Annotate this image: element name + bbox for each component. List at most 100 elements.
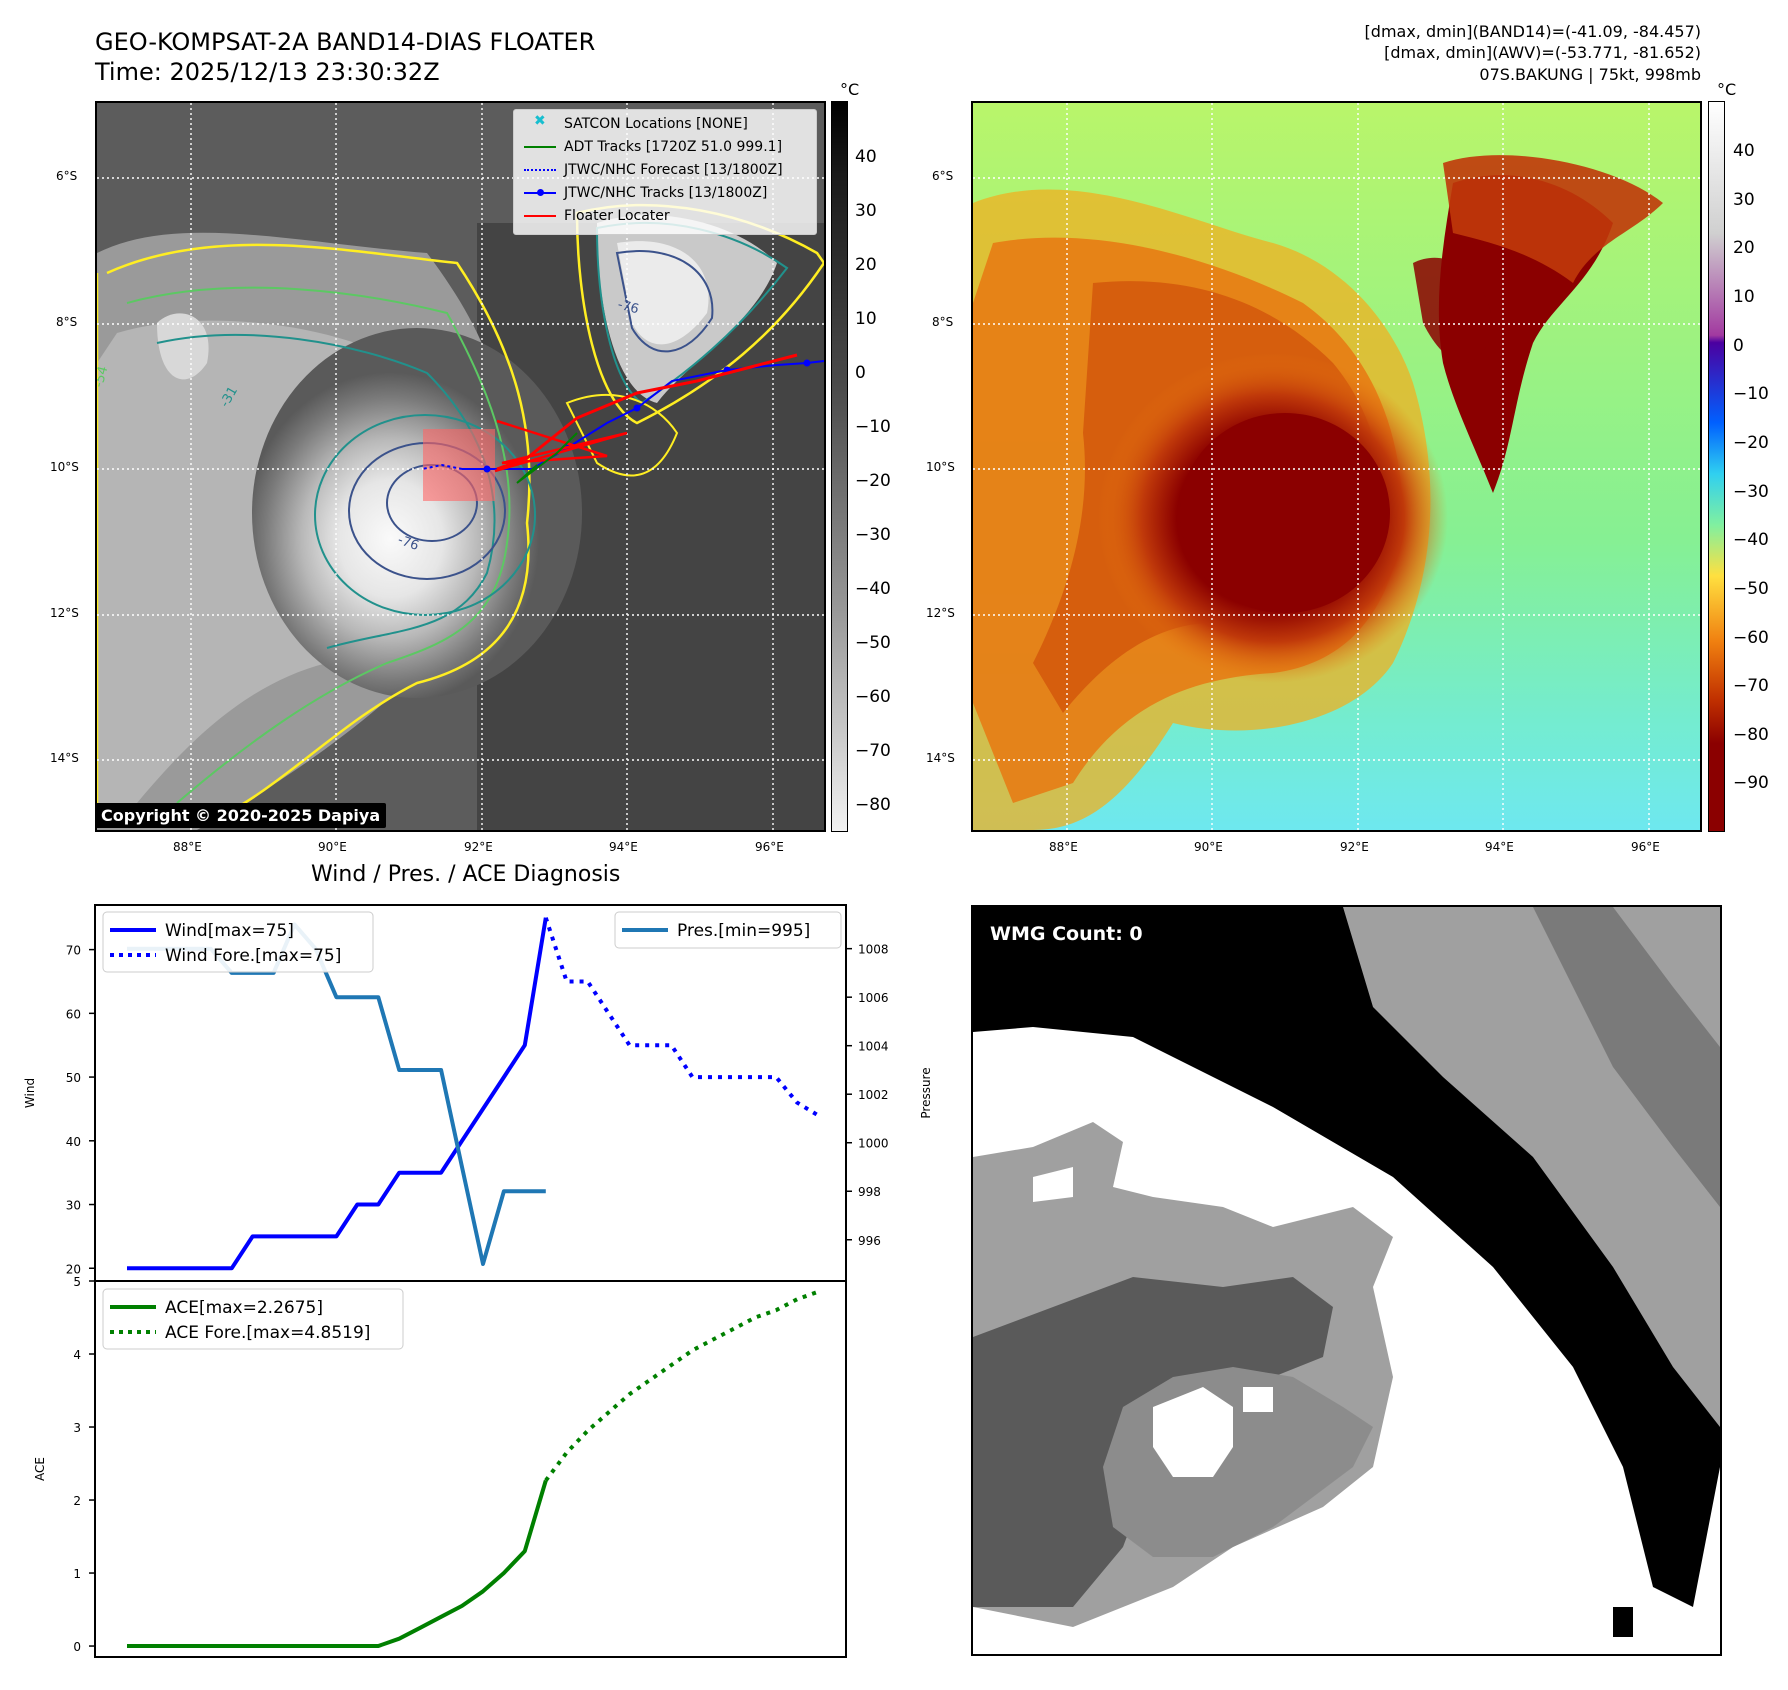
color-colorbar <box>1708 101 1725 832</box>
tick-label: 60 <box>66 1007 81 1021</box>
contour-label: -76 <box>616 297 640 317</box>
tick-label: 1002 <box>858 1088 889 1102</box>
colorbar-tick: 30 <box>855 201 877 221</box>
awv-range: [dmax, dmin](AWV)=(-53.771, -81.652) <box>1384 43 1701 62</box>
lat-label: 6°S <box>56 169 78 183</box>
tick-label: 4 <box>73 1348 81 1362</box>
lat-label: 14°S <box>926 751 955 765</box>
colorbar-tick: 20 <box>1733 238 1755 258</box>
colorbar-tick: 0 <box>855 363 866 383</box>
lon-label: 94°E <box>1485 840 1514 854</box>
lon-label: 96°E <box>755 840 784 854</box>
tick-label: 998 <box>858 1185 881 1199</box>
tick-label: 3 <box>73 1421 81 1435</box>
ace-legend: ACE[max=2.2675] ACE Fore.[max=4.8519] <box>102 1288 404 1350</box>
colorbar-tick: 40 <box>1733 141 1755 161</box>
legend-pressure-label: Pres.[min=995] <box>677 921 810 941</box>
colorbar-tick: −60 <box>1733 628 1769 648</box>
colorbar-tick: −50 <box>1733 579 1769 599</box>
series-line <box>127 917 548 1271</box>
lat-label: 12°S <box>926 606 955 620</box>
lon-label: 94°E <box>609 840 638 854</box>
tick-label: 1004 <box>858 1040 889 1054</box>
colorbar-tick: 20 <box>855 255 877 275</box>
lat-label: 14°S <box>50 751 79 765</box>
tick-label: 30 <box>66 1199 81 1213</box>
colorbar-unit: °C <box>840 80 860 99</box>
pressure-axis-label: Pressure <box>919 1067 933 1118</box>
legend-wind-label: Wind[max=75] <box>165 921 294 941</box>
line-marker-icon <box>524 146 556 148</box>
tick-label: 1008 <box>858 943 889 957</box>
colorbar-tick: 10 <box>1733 287 1755 307</box>
gray-colorbar <box>831 101 848 832</box>
lon-label: 92°E <box>464 840 493 854</box>
tick-label: 70 <box>66 944 81 958</box>
contour-label: -76 <box>396 533 421 554</box>
colorbar-tick: −10 <box>855 417 891 437</box>
colorbar-tick: −80 <box>1733 725 1769 745</box>
diagnosis-title: Wind / Pres. / ACE Diagnosis <box>311 862 621 887</box>
colorbar-tick: −40 <box>855 579 891 599</box>
colorbar-tick: −70 <box>855 741 891 761</box>
lat-label: 8°S <box>932 315 954 329</box>
legend-ace-fore-label: ACE Fore.[max=4.8519] <box>165 1323 370 1343</box>
wind-axis-label: Wind <box>23 1078 37 1108</box>
series-line <box>127 1479 548 1648</box>
lat-label: 8°S <box>56 315 78 329</box>
lon-label: 90°E <box>1194 840 1223 854</box>
colorbar-tick: −50 <box>855 633 891 653</box>
colorbar-tick: −40 <box>1733 530 1769 550</box>
colorbar-tick: −70 <box>1733 676 1769 696</box>
colorbar-tick: −30 <box>855 525 891 545</box>
tick-label: 5 <box>73 1275 81 1289</box>
tick-label: 0 <box>73 1640 81 1654</box>
lat-label: 10°S <box>926 460 955 474</box>
line-marker-icon <box>524 215 556 217</box>
legend-ace-label: ACE[max=2.2675] <box>165 1298 323 1318</box>
wmg-panel: WMG Count: 0 <box>971 905 1722 1656</box>
ace-axis-label: ACE <box>33 1457 47 1481</box>
map-legend: ✖ SATCON Locations [NONE] ADT Tracks [17… <box>513 109 817 235</box>
diagnosis-chart: 20 30 40 50 60 70 996 998 1000 1002 1004 1006 1008 0… <box>23 904 933 1658</box>
colorbar-unit: °C <box>1717 80 1737 99</box>
wind-legend: Wind[max=75] Wind Fore.[max=75] <box>102 911 374 973</box>
colorbar-tick: 40 <box>855 147 877 167</box>
copyright-badge: Copyright © 2020-2025 Dapiya <box>97 803 387 828</box>
colorbar-tick: −20 <box>1733 433 1769 453</box>
colorbar-tick: 0 <box>1733 336 1744 356</box>
pressure-legend: Pres.[min=995] <box>614 911 842 949</box>
colorbar-tick: 10 <box>855 309 877 329</box>
band14-range: [dmax, dmin](BAND14)=(-41.09, -84.457) <box>1364 22 1701 41</box>
tick-label: 50 <box>66 1071 81 1085</box>
ir-grayscale-map: -76 -76 -54 -31 ✖ SATCON Locations [NONE… <box>95 101 826 832</box>
tick-label: 1000 <box>858 1137 889 1151</box>
legend-item-forecast: JTWC/NHC Forecast [13/1800Z] <box>524 160 814 180</box>
lon-label: 88°E <box>173 840 202 854</box>
storm-info: 07S.BAKUNG | 75kt, 998mb <box>1479 65 1701 84</box>
legend-wind-fore-label: Wind Fore.[max=75] <box>165 946 341 966</box>
ir-color-map <box>971 101 1702 832</box>
colorbar-tick: −60 <box>855 687 891 707</box>
tick-label: 1 <box>73 1567 81 1581</box>
lat-label: 6°S <box>932 169 954 183</box>
colorbar-tick: 30 <box>1733 190 1755 210</box>
figure-title: GEO-KOMPSAT-2A BAND14-DIAS FLOATER <box>95 28 596 56</box>
colorbar-tick: −90 <box>1733 773 1769 793</box>
lon-label: 88°E <box>1049 840 1078 854</box>
colorbar-tick: −80 <box>855 795 891 815</box>
legend-item-tracks: JTWC/NHC Tracks [13/1800Z] <box>524 183 814 203</box>
dot-marker-icon <box>537 189 544 196</box>
x-marker-icon: ✖ <box>534 113 546 129</box>
legend-item-satcon: ✖ SATCON Locations [NONE] <box>534 113 748 132</box>
floater-box <box>423 429 495 501</box>
lon-label: 90°E <box>318 840 347 854</box>
wmg-count: WMG Count: 0 <box>990 923 1143 945</box>
tick-label: 2 <box>73 1494 81 1508</box>
legend-item-floater: Floater Locater <box>524 206 814 226</box>
dotted-line-icon <box>524 169 556 171</box>
tick-label: 20 <box>66 1262 81 1276</box>
lon-label: 96°E <box>1631 840 1660 854</box>
tick-label: 996 <box>858 1234 881 1248</box>
